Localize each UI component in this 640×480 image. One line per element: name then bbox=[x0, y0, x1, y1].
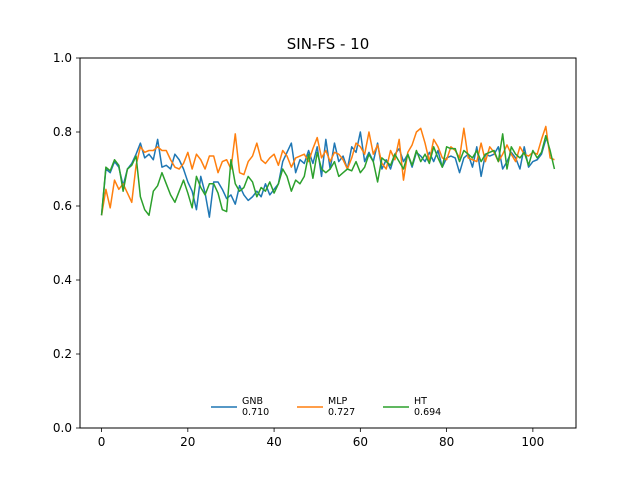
y-tick-label: 1.0 bbox=[53, 51, 72, 65]
series-line-gnb bbox=[100, 131, 547, 218]
x-tick-label: 60 bbox=[353, 435, 368, 449]
x-axis: 0 20 40 60 80 100 bbox=[98, 428, 544, 449]
y-tick-label: 0.8 bbox=[53, 125, 72, 139]
chart-title: SIN-FS - 10 bbox=[287, 35, 370, 53]
plot-area-frame bbox=[79, 57, 577, 429]
y-tick-label: 0.2 bbox=[53, 347, 72, 361]
y-tick-label: 0.6 bbox=[53, 199, 72, 213]
legend-label-mlp: MLP bbox=[328, 396, 347, 407]
legend-label-gnb: GNB bbox=[242, 396, 263, 407]
legend-score-mlp: 0.727 bbox=[328, 407, 355, 418]
legend-label-ht: HT bbox=[414, 396, 427, 407]
legend-score-gnb: 0.710 bbox=[242, 407, 269, 418]
series-line-ht bbox=[100, 133, 556, 216]
x-tick-label: 0 bbox=[98, 435, 106, 449]
y-axis: 0.0 0.2 0.4 0.6 0.8 1.0 bbox=[53, 51, 80, 435]
x-tick-label: 20 bbox=[180, 435, 195, 449]
series-layer bbox=[100, 125, 556, 218]
series-line-mlp bbox=[100, 125, 555, 216]
legend-score-ht: 0.694 bbox=[414, 407, 441, 418]
x-tick-label: 40 bbox=[266, 435, 281, 449]
y-tick-label: 0.0 bbox=[53, 421, 72, 435]
y-tick-label: 0.4 bbox=[53, 273, 72, 287]
x-tick-label: 80 bbox=[439, 435, 454, 449]
x-tick-label: 100 bbox=[521, 435, 544, 449]
